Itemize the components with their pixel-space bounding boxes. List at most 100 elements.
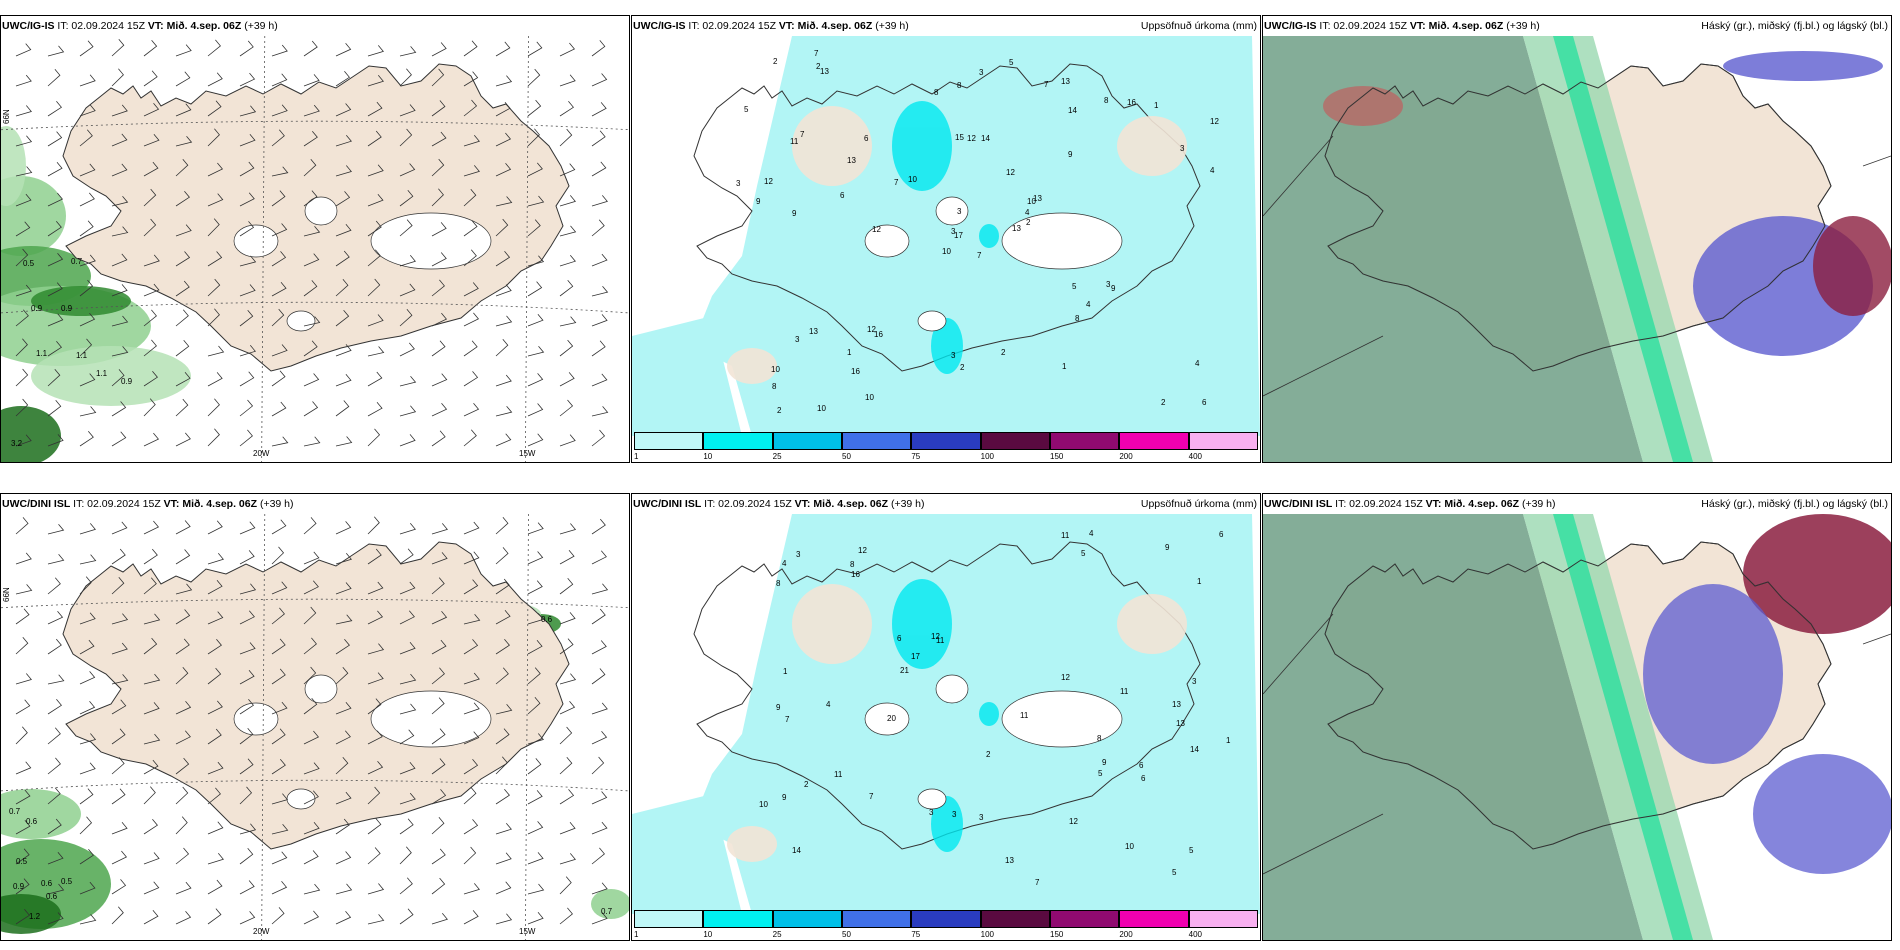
wind-barb bbox=[335, 71, 350, 87]
wind-barb bbox=[527, 640, 543, 655]
wind-barb bbox=[15, 43, 32, 57]
wind-barb bbox=[47, 434, 64, 447]
rain-value: 3 bbox=[1106, 280, 1111, 289]
glacier-hofsjokull bbox=[935, 674, 969, 704]
wind-barb bbox=[47, 818, 62, 835]
rain-value: 13 bbox=[809, 327, 818, 336]
wind-barb bbox=[559, 280, 574, 297]
wind-barb bbox=[431, 340, 446, 357]
wind-barb bbox=[335, 730, 351, 745]
wind-barb bbox=[239, 728, 254, 745]
wind-barb bbox=[527, 758, 542, 775]
wind-barb bbox=[463, 188, 477, 207]
wind-barb bbox=[79, 430, 94, 447]
wind-barb bbox=[431, 312, 448, 327]
wind-barb bbox=[399, 877, 413, 895]
wind-barb bbox=[431, 131, 447, 147]
wind-barb bbox=[431, 639, 447, 655]
rain-value: 13 bbox=[1012, 224, 1021, 233]
wind-barb bbox=[335, 191, 351, 207]
wind-barb bbox=[495, 196, 513, 207]
wind-barb bbox=[367, 75, 384, 87]
longitude-label: 20W bbox=[253, 927, 270, 936]
wind-barb bbox=[303, 910, 320, 925]
wind-barb bbox=[239, 72, 256, 87]
wind-barb bbox=[111, 879, 127, 895]
wind-barb bbox=[335, 701, 352, 715]
wind-barb bbox=[495, 852, 512, 865]
wind-barb bbox=[527, 403, 544, 417]
wind-barb bbox=[143, 548, 158, 565]
wind-barb bbox=[527, 697, 541, 715]
rain-value: 11 bbox=[1120, 687, 1129, 696]
wind-barb bbox=[463, 883, 480, 895]
precip-area bbox=[591, 889, 629, 919]
rain-value: 6 bbox=[840, 191, 845, 200]
rain-value: 2 bbox=[1001, 348, 1006, 357]
rain-value: 8 bbox=[957, 81, 962, 90]
wind-barb bbox=[559, 789, 575, 805]
colorbar-ticks: 1 10 25 50 75 100 150 200 400 bbox=[634, 930, 1258, 940]
wind-barb bbox=[79, 129, 93, 147]
colorbar-swatch bbox=[1049, 910, 1120, 928]
wind-barb bbox=[463, 429, 477, 447]
rain-value: 13 bbox=[847, 156, 856, 165]
valid-time: VT: Mið. 4.sep. 06Z bbox=[1409, 20, 1504, 32]
wind-barb bbox=[399, 255, 416, 267]
wind-barb bbox=[47, 220, 62, 237]
wind-barb bbox=[399, 729, 415, 745]
wind-barb bbox=[111, 163, 128, 177]
precip-value-label: 0.7 bbox=[71, 257, 83, 266]
wind-barb bbox=[335, 521, 352, 535]
rain-values: 8131412111095678945332111211692114118971… bbox=[759, 529, 1231, 887]
wind-barb bbox=[559, 578, 574, 595]
wind-barb bbox=[207, 787, 221, 805]
wind-barb bbox=[15, 699, 31, 715]
colorbar-tick-label: 10 bbox=[703, 452, 713, 461]
rain-value: 12 bbox=[967, 134, 976, 143]
wind-barb bbox=[47, 727, 61, 745]
wind-barb bbox=[15, 726, 28, 745]
wind-barb bbox=[559, 673, 577, 685]
colorbar-tick-label: 1 bbox=[634, 452, 639, 461]
wind-barb bbox=[399, 342, 415, 357]
iceland-coastline bbox=[1324, 63, 1832, 372]
wind-barb bbox=[79, 788, 94, 805]
rain-value: 4 bbox=[1195, 359, 1200, 368]
wind-barb bbox=[495, 578, 510, 595]
wind-barb bbox=[207, 372, 223, 387]
wind-barb bbox=[207, 72, 223, 87]
precip-value-label: 0.7 bbox=[9, 807, 21, 816]
wind-barb bbox=[207, 879, 223, 895]
colorbar-swatch bbox=[911, 432, 981, 450]
wind-barb bbox=[367, 220, 382, 237]
precip-value-label: 0.6 bbox=[41, 879, 53, 888]
precip-labels: 0.5 0.7 0.9 0.9 1.1 1.1 1.1 0.9 3.2 bbox=[11, 257, 133, 448]
wind-barb bbox=[527, 68, 541, 87]
graticule bbox=[1, 514, 629, 940]
wind-barb bbox=[111, 642, 128, 655]
colorbar-tick-label: 75 bbox=[911, 452, 921, 461]
wind-barb bbox=[271, 436, 289, 447]
rain-value: 14 bbox=[792, 846, 801, 855]
wind-barb bbox=[335, 279, 349, 297]
wind-barb bbox=[431, 758, 446, 775]
wind-barb bbox=[335, 103, 352, 117]
wind-barb bbox=[335, 309, 350, 327]
precip-colorbar bbox=[634, 910, 1258, 930]
rain-value: 9 bbox=[1165, 543, 1170, 552]
wind-barb bbox=[399, 375, 417, 387]
wind-barb bbox=[367, 786, 381, 805]
wind-barb bbox=[111, 284, 128, 297]
rain-value: 5 bbox=[1189, 846, 1194, 855]
high-cloud-area bbox=[1263, 36, 1643, 462]
wind-barb bbox=[143, 133, 160, 147]
wind-barb bbox=[15, 434, 32, 447]
rain-value: 11 bbox=[936, 636, 945, 645]
wind-barb bbox=[463, 249, 477, 267]
wind-barb bbox=[143, 577, 157, 595]
wind-barb bbox=[239, 758, 254, 775]
wind-barb bbox=[431, 222, 447, 237]
wind-barb bbox=[303, 436, 321, 447]
heavy-rain-spots bbox=[892, 101, 999, 374]
